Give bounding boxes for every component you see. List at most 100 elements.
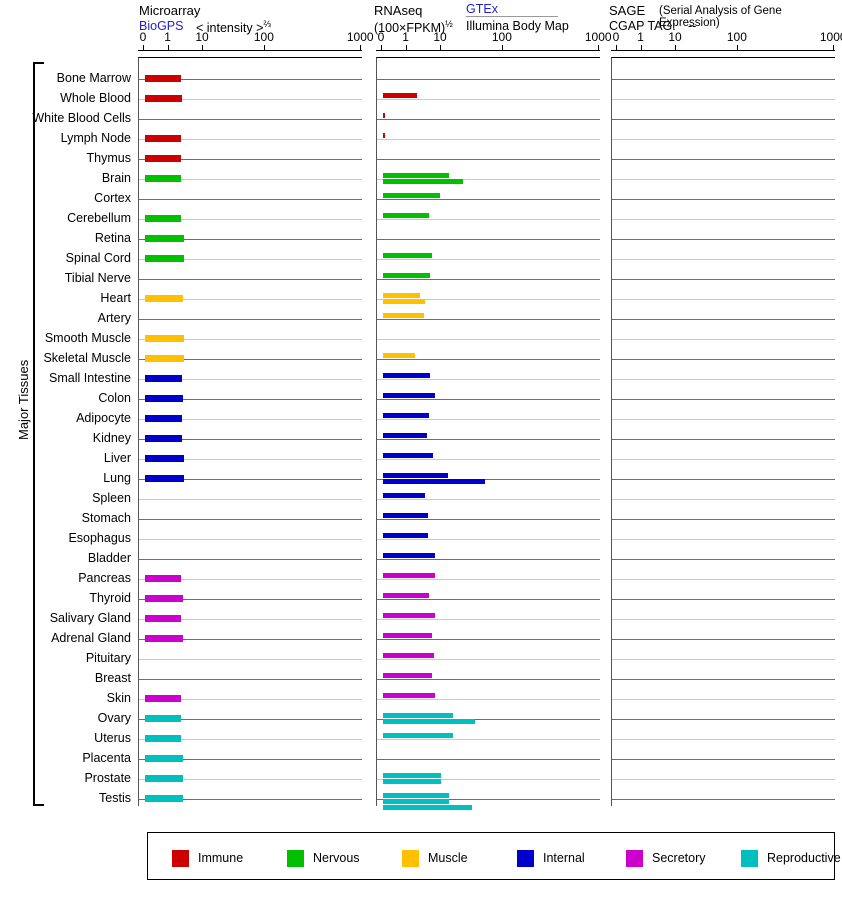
gridline (139, 639, 362, 640)
gridline (377, 479, 600, 480)
tissue-label: Thymus (86, 151, 131, 165)
gridline (377, 319, 600, 320)
gridline (612, 99, 835, 100)
panel-source-gtex[interactable]: GTEx (466, 3, 558, 17)
gridline (377, 79, 600, 80)
gridline (612, 379, 835, 380)
rnaseq-bar (382, 93, 418, 98)
gridline (612, 419, 835, 420)
axis-tick-mark (598, 45, 600, 51)
axis-tick-label: 0 (612, 30, 620, 44)
legend-swatch-icon (741, 850, 758, 867)
tissue-label: Small Intestine (49, 371, 131, 385)
gridline (139, 259, 362, 260)
gridline (612, 399, 835, 400)
gridline (139, 739, 362, 740)
rnaseq-bar (382, 513, 429, 518)
microarray-bar (144, 715, 182, 722)
microarray-bar (144, 695, 182, 702)
axis-tick-mark (263, 45, 265, 51)
gridline (377, 119, 600, 120)
rnaseq-bar (382, 779, 441, 784)
rnaseq-bar (382, 653, 435, 658)
axis-baseline (138, 50, 362, 51)
rnaseq-bar (382, 179, 464, 184)
gridline (139, 279, 362, 280)
gridline (612, 519, 835, 520)
microarray-bar (144, 395, 183, 402)
rnaseq-bar (382, 113, 385, 118)
panel-cgap-value: -- (688, 19, 697, 33)
panel-note-sage: (Serial Analysis of Gene Expression) (659, 5, 782, 29)
tissue-label: Skin (106, 691, 131, 705)
microarray-bar (144, 255, 184, 262)
tissue-label: Whole Blood (60, 91, 131, 105)
microarray-bar (144, 135, 181, 142)
gridline (612, 359, 835, 360)
gridline (139, 139, 362, 140)
legend-swatch-icon (517, 850, 534, 867)
gridline (612, 279, 835, 280)
gridline (612, 119, 835, 120)
gridline (612, 639, 835, 640)
gridline (612, 259, 835, 260)
gridline (377, 279, 600, 280)
rnaseq-bar (382, 253, 433, 258)
tissue-label: Lymph Node (60, 131, 131, 145)
rnaseq-bar (382, 573, 435, 578)
gridline (139, 319, 362, 320)
gridline (139, 579, 362, 580)
rnaseq-bar (382, 293, 421, 298)
axis-tick-label: 0 (377, 30, 385, 44)
rnaseq-bar (382, 393, 436, 398)
gridline (139, 399, 362, 400)
gridline (612, 779, 835, 780)
tissue-label: Tibial Nerve (64, 271, 131, 285)
gridline (139, 799, 362, 800)
microarray-bar (144, 775, 184, 782)
microarray-bar (144, 595, 184, 602)
gridline (612, 479, 835, 480)
panel-source-illumina: Illumina Body Map (466, 19, 569, 33)
microarray-bar (144, 415, 183, 422)
microarray-bar (144, 235, 184, 242)
gridline (377, 499, 600, 500)
legend-swatch-icon (402, 850, 419, 867)
tissue-label: Retina (94, 231, 131, 245)
gridline (612, 719, 835, 720)
gridline (139, 699, 362, 700)
gridline (377, 239, 600, 240)
gridline (377, 579, 600, 580)
tissue-label: Adrenal Gland (51, 631, 131, 645)
gridline (612, 219, 835, 220)
microarray-bar (144, 795, 183, 802)
axis-tick-label: 1 (402, 30, 409, 44)
panel-source-biogps: BioGPS (139, 19, 184, 33)
legend-label: Secretory (652, 851, 706, 865)
gridline (377, 159, 600, 160)
rnaseq-bar (382, 413, 430, 418)
microarray-bar (144, 735, 182, 742)
tissue-label: Bone Marrow (56, 71, 131, 85)
gridline (139, 339, 362, 340)
axis-tick-label: 1000 (819, 30, 842, 44)
axis-tick-label: 0 (139, 30, 147, 44)
gridline (139, 79, 362, 80)
tissue-label: Bladder (87, 551, 131, 565)
axis-tick-mark (833, 45, 835, 51)
gridline (139, 379, 362, 380)
legend-label: Nervous (313, 851, 360, 865)
tissue-label: Placenta (82, 751, 131, 765)
gridline (612, 459, 835, 460)
gridline (612, 299, 835, 300)
tissue-label: Smooth Muscle (44, 331, 131, 345)
gridline (139, 359, 362, 360)
tissue-label: Brain (101, 171, 131, 185)
gridline (139, 759, 362, 760)
gridline (377, 759, 600, 760)
axis-tick-mark (405, 45, 407, 51)
gridline (139, 459, 362, 460)
gridline (612, 179, 835, 180)
gridline (612, 319, 835, 320)
gridline (612, 79, 835, 80)
